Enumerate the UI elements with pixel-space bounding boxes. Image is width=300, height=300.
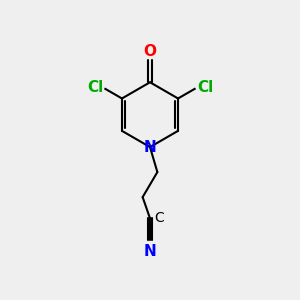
Text: O: O (143, 44, 157, 59)
Text: N: N (144, 140, 156, 154)
Text: C: C (154, 212, 164, 225)
Text: Cl: Cl (87, 80, 103, 95)
Text: Cl: Cl (197, 80, 213, 95)
Text: N: N (144, 244, 156, 259)
